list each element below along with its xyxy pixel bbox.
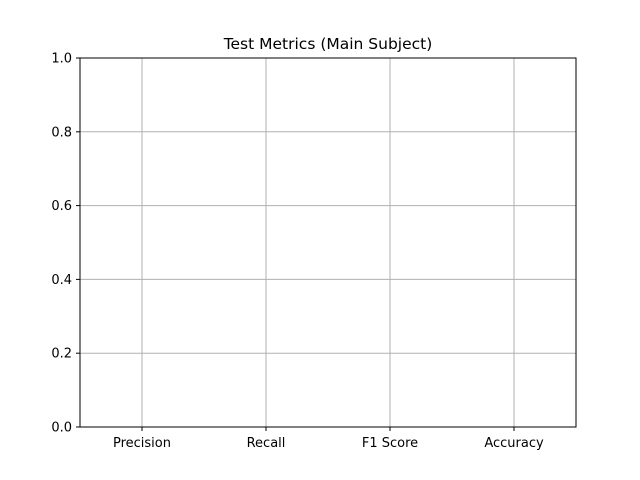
axes-frame xyxy=(79,57,577,428)
y-tick-label: 0.0 xyxy=(51,421,72,436)
x-tick-label: Accuracy xyxy=(484,436,544,451)
plot-area xyxy=(80,58,576,427)
y-tick-label: 0.4 xyxy=(51,273,72,288)
x-tick-label: F1 Score xyxy=(362,436,418,451)
chart-title: Test Metrics (Main Subject) xyxy=(223,35,433,53)
x-tick-label: Precision xyxy=(113,436,171,451)
x-tick-label: Recall xyxy=(247,436,286,451)
y-axis: 0.0 0.2 0.4 0.6 0.8 1.0 xyxy=(51,52,80,436)
y-tick-label: 0.6 xyxy=(51,199,72,214)
y-tick-label: 0.8 xyxy=(51,125,72,140)
y-tick-label: 1.0 xyxy=(51,52,72,67)
y-tick-label: 0.2 xyxy=(51,347,72,362)
x-axis: Precision Recall F1 Score Accuracy xyxy=(113,427,544,451)
